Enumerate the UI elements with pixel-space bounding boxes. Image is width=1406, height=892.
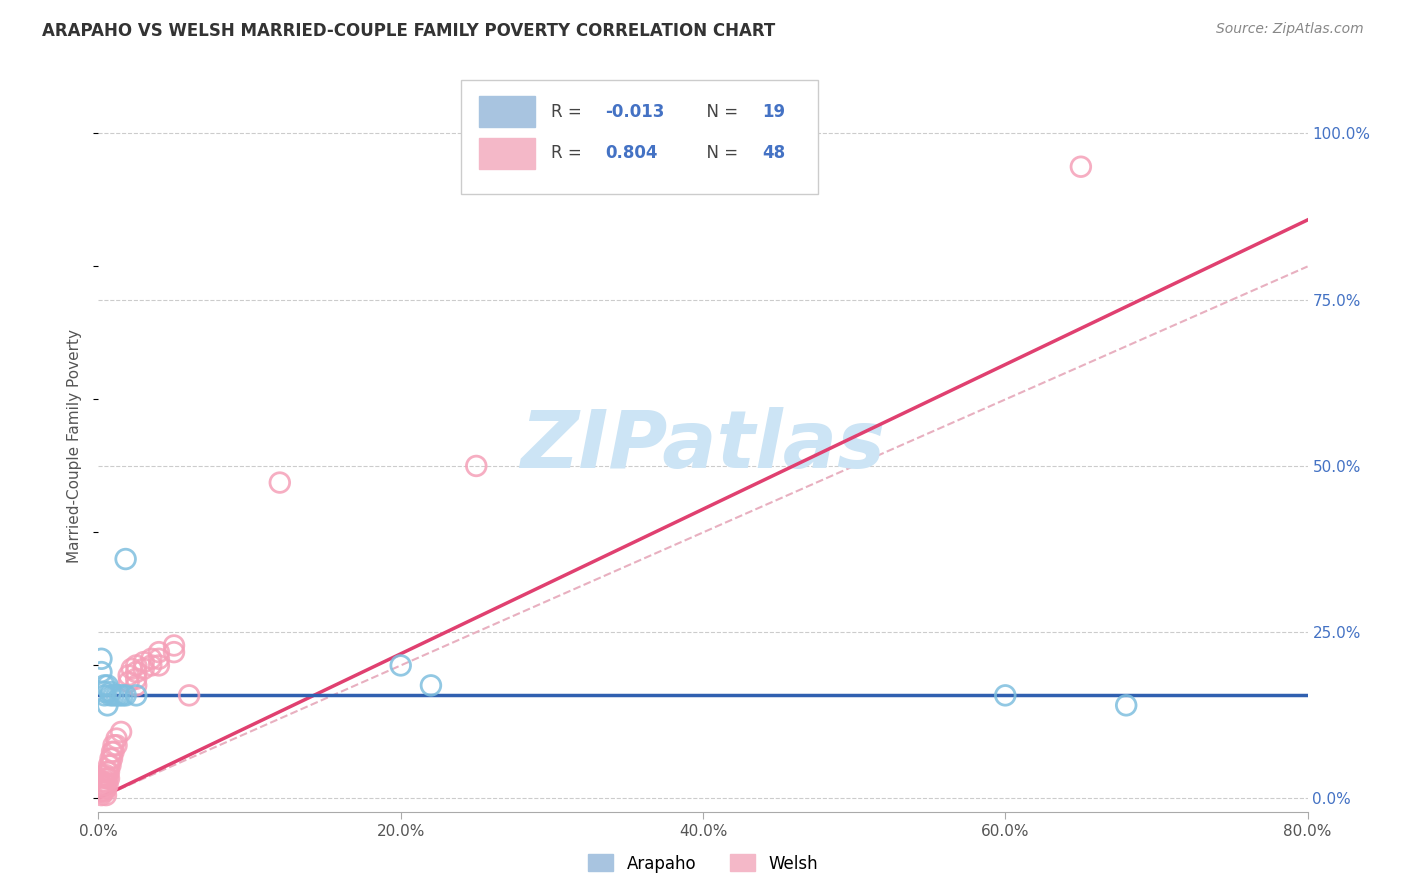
Y-axis label: Married-Couple Family Poverty: Married-Couple Family Poverty — [67, 329, 83, 563]
Point — [90, 665, 112, 679]
Point — [94, 774, 117, 789]
Point — [91, 774, 114, 789]
Point — [96, 678, 118, 692]
Point — [93, 772, 115, 786]
Point — [101, 745, 124, 759]
Text: -0.013: -0.013 — [605, 103, 665, 120]
Text: R =: R = — [551, 103, 586, 120]
Point — [103, 745, 125, 759]
Point — [125, 672, 148, 686]
Point — [100, 685, 122, 699]
Point — [110, 725, 132, 739]
Point — [114, 689, 136, 703]
Point — [141, 652, 163, 666]
Point — [114, 552, 136, 566]
Point — [148, 658, 170, 673]
Point — [105, 731, 128, 746]
Point — [96, 698, 118, 713]
Point — [90, 778, 112, 792]
Text: ZIPatlas: ZIPatlas — [520, 407, 886, 485]
Point — [125, 678, 148, 692]
Point — [100, 758, 122, 772]
Point — [100, 689, 122, 703]
Point — [125, 665, 148, 679]
Text: Source: ZipAtlas.com: Source: ZipAtlas.com — [1216, 22, 1364, 37]
Point — [125, 689, 148, 703]
Point — [100, 751, 122, 765]
Point — [105, 738, 128, 752]
Point — [1115, 698, 1137, 713]
Point — [91, 780, 114, 794]
Point — [96, 778, 118, 792]
Point — [111, 689, 134, 703]
Point — [93, 785, 115, 799]
Point — [103, 689, 125, 703]
Point — [94, 788, 117, 802]
Point — [93, 689, 115, 703]
Point — [90, 781, 112, 796]
Point — [105, 689, 128, 703]
Text: 0.804: 0.804 — [605, 145, 658, 162]
Text: 48: 48 — [762, 145, 786, 162]
FancyBboxPatch shape — [461, 80, 818, 194]
Point — [994, 689, 1017, 703]
Point — [141, 658, 163, 673]
Point — [465, 458, 488, 473]
Point — [179, 689, 201, 703]
Point — [269, 475, 291, 490]
Point — [1070, 160, 1092, 174]
Point — [132, 655, 155, 669]
Point — [90, 785, 112, 799]
Text: N =: N = — [696, 145, 744, 162]
Point — [98, 772, 121, 786]
Point — [108, 689, 131, 703]
Point — [163, 639, 186, 653]
Point — [93, 778, 115, 792]
Point — [118, 675, 141, 690]
Point — [90, 652, 112, 666]
Point — [101, 751, 124, 765]
Point — [121, 662, 143, 676]
Point — [389, 658, 412, 673]
Point — [96, 772, 118, 786]
Text: N =: N = — [696, 103, 744, 120]
FancyBboxPatch shape — [479, 96, 534, 127]
Point — [98, 758, 121, 772]
Point — [98, 764, 121, 779]
Point — [96, 764, 118, 779]
Text: 19: 19 — [762, 103, 786, 120]
Legend: Arapaho, Welsh: Arapaho, Welsh — [582, 847, 824, 880]
Point — [94, 768, 117, 782]
Point — [103, 738, 125, 752]
Text: R =: R = — [551, 145, 586, 162]
Point — [118, 668, 141, 682]
Point — [148, 652, 170, 666]
Point — [148, 645, 170, 659]
Point — [93, 685, 115, 699]
Point — [93, 678, 115, 692]
Point — [91, 783, 114, 797]
Point — [90, 788, 112, 802]
Point — [132, 662, 155, 676]
FancyBboxPatch shape — [479, 138, 534, 169]
Point — [163, 645, 186, 659]
Point — [125, 658, 148, 673]
Text: ARAPAHO VS WELSH MARRIED-COUPLE FAMILY POVERTY CORRELATION CHART: ARAPAHO VS WELSH MARRIED-COUPLE FAMILY P… — [42, 22, 776, 40]
Point — [94, 781, 117, 796]
Point — [420, 678, 443, 692]
